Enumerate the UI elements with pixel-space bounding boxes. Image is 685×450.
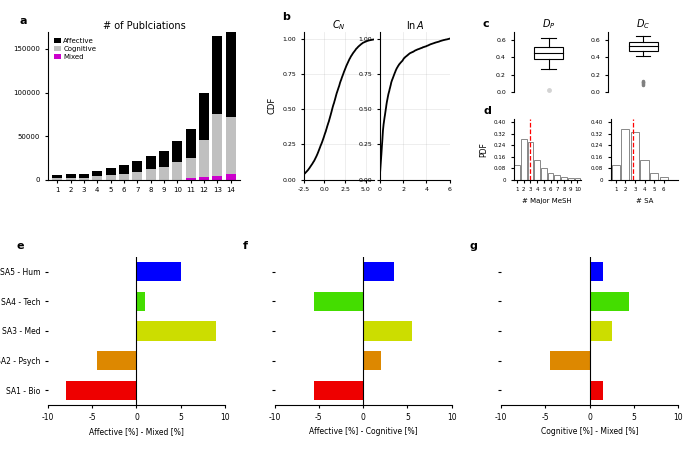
Bar xyxy=(66,175,75,178)
Y-axis label: CDF: CDF xyxy=(268,97,277,114)
Bar xyxy=(92,171,102,176)
Bar xyxy=(621,129,630,180)
Bar xyxy=(548,172,553,180)
Bar xyxy=(568,178,573,180)
Bar xyxy=(136,262,181,281)
Title: $D_C$: $D_C$ xyxy=(636,18,650,32)
Bar xyxy=(186,158,196,180)
Bar xyxy=(575,178,580,180)
Bar xyxy=(52,176,62,178)
Bar xyxy=(132,162,142,172)
Bar xyxy=(314,381,363,400)
Bar xyxy=(590,292,630,311)
Bar xyxy=(225,8,236,117)
Bar xyxy=(650,172,658,180)
Bar xyxy=(225,117,236,180)
X-axis label: Cognitive [%] - Mixed [%]: Cognitive [%] - Mixed [%] xyxy=(541,427,638,436)
Bar xyxy=(590,321,612,341)
Bar xyxy=(186,129,196,158)
Bar xyxy=(534,160,540,180)
Bar xyxy=(363,262,394,281)
Bar xyxy=(66,178,75,180)
Bar xyxy=(363,321,412,341)
Title: $D_P$: $D_P$ xyxy=(542,18,556,32)
Bar xyxy=(52,178,62,180)
Bar xyxy=(92,176,102,180)
Bar xyxy=(132,172,142,180)
Bar xyxy=(521,140,527,180)
Bar xyxy=(66,381,136,400)
Bar xyxy=(631,132,639,180)
Bar xyxy=(550,351,590,370)
Bar xyxy=(561,177,566,180)
Bar xyxy=(199,177,209,180)
Y-axis label: PDF: PDF xyxy=(479,142,488,157)
Bar xyxy=(172,141,182,162)
Bar xyxy=(159,166,169,180)
Bar xyxy=(119,165,129,174)
Text: g: g xyxy=(469,241,477,252)
X-axis label: Affective [%] - Cognitive [%]: Affective [%] - Cognitive [%] xyxy=(309,427,417,436)
Bar xyxy=(590,262,603,281)
Bar xyxy=(186,178,196,180)
Title: $C_N$: $C_N$ xyxy=(332,18,346,32)
Bar xyxy=(199,93,209,140)
Bar xyxy=(212,36,222,114)
Text: d: d xyxy=(484,106,491,117)
Bar xyxy=(146,169,155,180)
Bar xyxy=(514,165,520,180)
Bar xyxy=(199,140,209,180)
Bar xyxy=(527,142,533,180)
Title: $\ln A$: $\ln A$ xyxy=(406,19,424,31)
Bar xyxy=(105,168,116,175)
Bar xyxy=(554,176,560,180)
Text: f: f xyxy=(242,241,248,252)
Text: e: e xyxy=(16,241,23,252)
Bar xyxy=(119,174,129,180)
Bar xyxy=(660,177,668,180)
Bar xyxy=(79,174,89,178)
Bar xyxy=(612,165,620,180)
X-axis label: # Major MeSH: # Major MeSH xyxy=(523,198,572,204)
Text: a: a xyxy=(19,16,27,26)
Bar xyxy=(97,351,136,370)
Bar xyxy=(640,160,649,180)
Bar xyxy=(212,114,222,180)
Text: b: b xyxy=(282,12,290,22)
Bar xyxy=(314,292,363,311)
Bar xyxy=(541,168,547,180)
Bar xyxy=(136,292,145,311)
Bar xyxy=(79,178,89,180)
Bar xyxy=(212,176,222,180)
Bar xyxy=(590,381,603,400)
Bar xyxy=(136,321,216,341)
X-axis label: # SA: # SA xyxy=(636,198,653,204)
Text: c: c xyxy=(482,18,488,29)
Legend: Affective, Cognitive, Mixed: Affective, Cognitive, Mixed xyxy=(51,35,99,63)
Bar xyxy=(225,175,236,180)
Bar xyxy=(146,156,155,169)
Bar xyxy=(534,47,563,59)
Bar xyxy=(105,175,116,180)
Bar xyxy=(172,162,182,180)
Bar xyxy=(159,151,169,166)
X-axis label: Affective [%] - Mixed [%]: Affective [%] - Mixed [%] xyxy=(89,427,184,436)
Bar xyxy=(629,42,658,50)
Bar xyxy=(363,351,381,370)
Title: # of Publciations: # of Publciations xyxy=(103,21,186,31)
